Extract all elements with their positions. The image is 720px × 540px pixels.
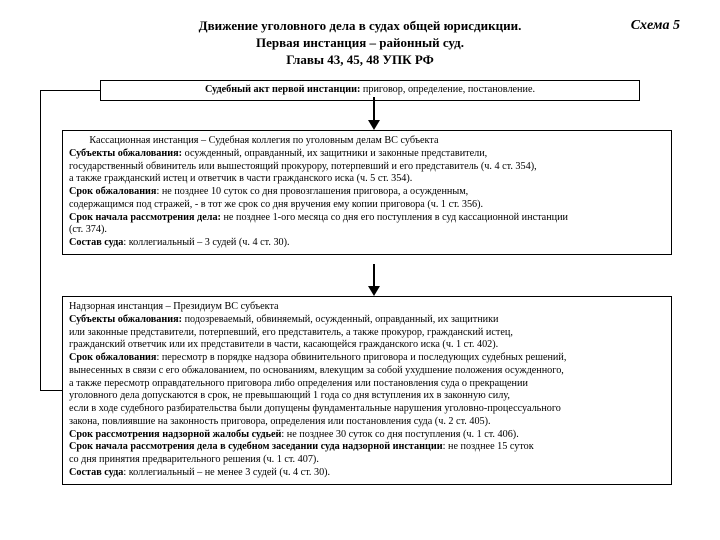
b2-l5b: : не позднее 10 суток со дня провозглаше… [156, 186, 468, 197]
b2-l9b: : коллегиальный – 3 судей (ч. 4 ст. 30). [123, 237, 289, 248]
b3-l7: а также пересмотр оправдательного пригов… [69, 378, 665, 391]
b2-l2b: осужденный, оправданный, их защитники и … [182, 148, 487, 159]
b3-l14a: Состав суда [69, 467, 123, 478]
b2-l9a: Состав суда [69, 237, 123, 248]
b3-l2a: Субъекты обжалования: [69, 314, 182, 325]
b3-l11b: : не позднее 30 суток со дня поступления… [281, 429, 518, 440]
arrow-1-line [373, 97, 375, 120]
b3-l5b: : пересмотр в порядке надзора обвинитель… [156, 352, 566, 363]
b3-l4: гражданский ответчик или их представител… [69, 339, 665, 352]
b3-l5a: Срок обжалования [69, 352, 156, 363]
b3-l2b: подозреваемый, обвиняемый, осужденный, о… [182, 314, 498, 325]
box-supervisory: Надзорная инстанция – Президиум ВС субъе… [62, 296, 672, 485]
b2-l4: а также гражданский истец и ответчик в ч… [69, 173, 665, 186]
box1-rest: приговор, определение, постановление. [360, 84, 535, 95]
page-title: Движение уголовного дела в судах общей ю… [0, 18, 720, 69]
b2-l5a: Срок обжалования [69, 186, 156, 197]
b3-l8: уголовного дела допускаются в срок, не п… [69, 390, 665, 403]
arrow-2-head [368, 286, 380, 296]
b2-l8: (ст. 374). [69, 224, 665, 237]
b2-l7a: Срок начала рассмотрения дела: [69, 212, 221, 223]
b2-l6: содержащимся под стражей, - в тот же сро… [69, 199, 665, 212]
title-line-3: Главы 43, 45, 48 УПК РФ [286, 52, 433, 67]
b3-l12a: Срок начала рассмотрения дела в судебном… [69, 441, 443, 452]
title-line-2: Первая инстанция – районный суд. [256, 35, 464, 50]
arrow-2-line [373, 264, 375, 286]
b3-l12b: : не позднее 15 суток [443, 441, 534, 452]
box1-bold: Судебный акт первой инстанции: [205, 84, 360, 95]
left-connector-vertical [40, 90, 41, 390]
left-connector-top [40, 90, 100, 91]
title-line-1: Движение уголовного дела в судах общей ю… [199, 18, 522, 33]
b3-l9: если в ходе судебного разбирательства бы… [69, 403, 665, 416]
b2-l2a: Субъекты обжалования: [69, 148, 182, 159]
box-cassation: Кассационная инстанция – Судебная коллег… [62, 130, 672, 255]
box-first-instance-act: Судебный акт первой инстанции: приговор,… [100, 80, 640, 101]
arrow-1-head [368, 120, 380, 130]
b3-l6: вынесенных в связи с его обжалованием, п… [69, 365, 665, 378]
b2-l3: государственный обвинитель или вышестоящ… [69, 161, 665, 174]
b3-l11a: Срок рассмотрения надзорной жалобы судье… [69, 429, 281, 440]
left-connector-bottom [40, 390, 62, 391]
b3-l14b: : коллегиальный – не менее 3 судей (ч. 4… [123, 467, 330, 478]
b3-l10: закона, повлиявшие на законность пригово… [69, 416, 665, 429]
b2-l7b: не позднее 1-ого месяца со дня его посту… [221, 212, 568, 223]
b3-l3: или законные представители, потерпевший,… [69, 327, 665, 340]
b3-l1: Надзорная инстанция – Президиум ВС субъе… [69, 301, 665, 314]
b2-l1: Кассационная инстанция – Судебная коллег… [69, 135, 665, 148]
b3-l13: со дня принятия предварительного решения… [69, 454, 665, 467]
